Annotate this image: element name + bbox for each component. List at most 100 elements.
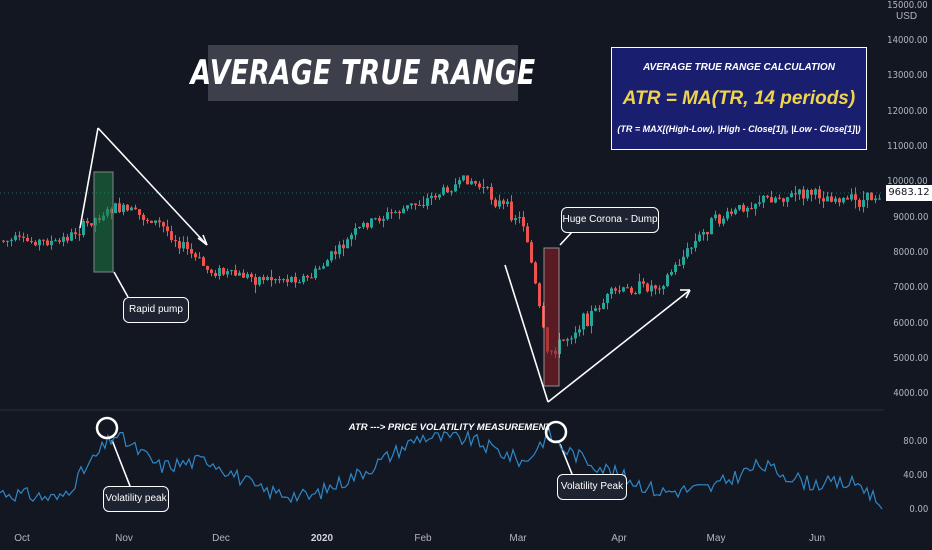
atr-line: [0, 426, 883, 510]
candle-body: [802, 189, 805, 199]
candle-body: [458, 180, 461, 185]
price-tick: 10000.00: [887, 176, 928, 187]
dump-highlight: [543, 247, 560, 387]
candle-body: [166, 226, 169, 232]
time-tick: Jun: [808, 533, 826, 544]
candle-body: [254, 277, 257, 285]
candle-body: [530, 242, 533, 263]
candle-body: [326, 260, 329, 267]
candlestick-series: [2, 175, 881, 359]
candle-body: [70, 232, 73, 241]
candle-body: [294, 276, 297, 283]
chart-title-box: AVERAGE TRUE RANGE: [191, 45, 535, 101]
price-tick: 15000.00: [887, 0, 928, 11]
time-tick: Mar: [509, 533, 527, 544]
candle-body: [634, 293, 637, 295]
price-tick: 11000.00: [887, 141, 928, 152]
candle-body: [866, 192, 869, 201]
candle-body: [334, 251, 337, 255]
candle-body: [14, 235, 17, 240]
candle-body: [674, 264, 677, 273]
candle-body: [670, 272, 673, 275]
candle-body: [794, 193, 797, 195]
candle-body: [782, 198, 785, 202]
candle-body: [846, 197, 849, 200]
candle-body: [210, 269, 213, 273]
candle-body: [38, 239, 41, 246]
candle-body: [194, 253, 197, 258]
candle-body: [342, 244, 345, 249]
candle-body: [434, 195, 437, 198]
candle-body: [266, 277, 269, 280]
candle-body: [214, 272, 217, 276]
candle-body: [534, 262, 537, 284]
price-tick: 4000.00: [892, 388, 928, 399]
candle-body: [34, 242, 37, 246]
candle-body: [282, 279, 285, 281]
corona-callout-leader: [559, 231, 573, 246]
candle-body: [322, 266, 325, 269]
formula-box: AVERAGE TRUE RANGE CALCULATION ATR = MA(…: [611, 47, 867, 150]
candle-body: [590, 310, 593, 326]
candle-body: [374, 218, 377, 220]
pump-arrow-up: [79, 127, 99, 229]
candle-body: [658, 288, 661, 290]
candle-body: [358, 227, 361, 229]
candle-body: [138, 209, 141, 215]
candle-body: [402, 208, 405, 214]
candle-body: [222, 268, 225, 275]
candle-body: [678, 264, 681, 266]
candle-body: [538, 283, 541, 307]
candle-body: [726, 211, 729, 219]
pump-arrow-down: [97, 127, 208, 246]
tr-formula-note: (TR = MAX[(High-Low), |High - Close[1]|,…: [617, 124, 861, 134]
candle-body: [466, 175, 469, 185]
candle-body: [734, 209, 737, 214]
candle-body: [26, 237, 29, 242]
price-axis[interactable]: 15000.00 14000.00 13000.00 12000.00 1100…: [884, 0, 932, 550]
pump-arrowhead-a: [197, 237, 208, 246]
candle-body: [154, 220, 157, 223]
recovery-arrow: [547, 289, 691, 403]
candle-body: [706, 231, 709, 235]
candle-body: [574, 332, 577, 339]
candle-body: [834, 198, 837, 202]
price-tick: 6000.00: [892, 318, 928, 329]
candle-body: [46, 240, 49, 246]
candle-body: [630, 287, 633, 294]
candle-body: [822, 198, 825, 202]
candle-body: [486, 186, 489, 188]
candle-body: [686, 248, 689, 257]
candle-body: [814, 189, 817, 195]
price-tick: 7000.00: [892, 282, 928, 293]
time-tick: Apr: [611, 533, 627, 544]
candle-body: [174, 240, 177, 242]
candle-body: [462, 175, 465, 181]
candle-body: [422, 205, 425, 207]
candle-body: [90, 223, 93, 226]
atr-panel-label: ATR ---> PRICE VOLATILITY MEASUREMENT: [348, 422, 552, 433]
candle-body: [74, 232, 77, 235]
candle-body: [206, 265, 209, 270]
candle-body: [442, 187, 445, 195]
candle-body: [118, 203, 121, 213]
currency-label: USD: [896, 11, 918, 22]
candle-body: [618, 290, 621, 292]
candle-body: [714, 214, 717, 219]
candle-body: [410, 203, 413, 206]
candle-body: [66, 236, 69, 241]
candle-body: [742, 205, 745, 212]
candle-body: [770, 197, 773, 203]
candle-body: [626, 287, 629, 289]
candle-body: [766, 195, 769, 198]
candle-body: [862, 200, 865, 207]
candle-body: [518, 217, 521, 219]
candle-body: [298, 282, 301, 284]
time-tick: Feb: [414, 533, 432, 544]
candle-body: [806, 190, 809, 199]
candle-body: [242, 272, 245, 278]
candle-body: [250, 274, 253, 278]
candle-body: [830, 196, 833, 202]
